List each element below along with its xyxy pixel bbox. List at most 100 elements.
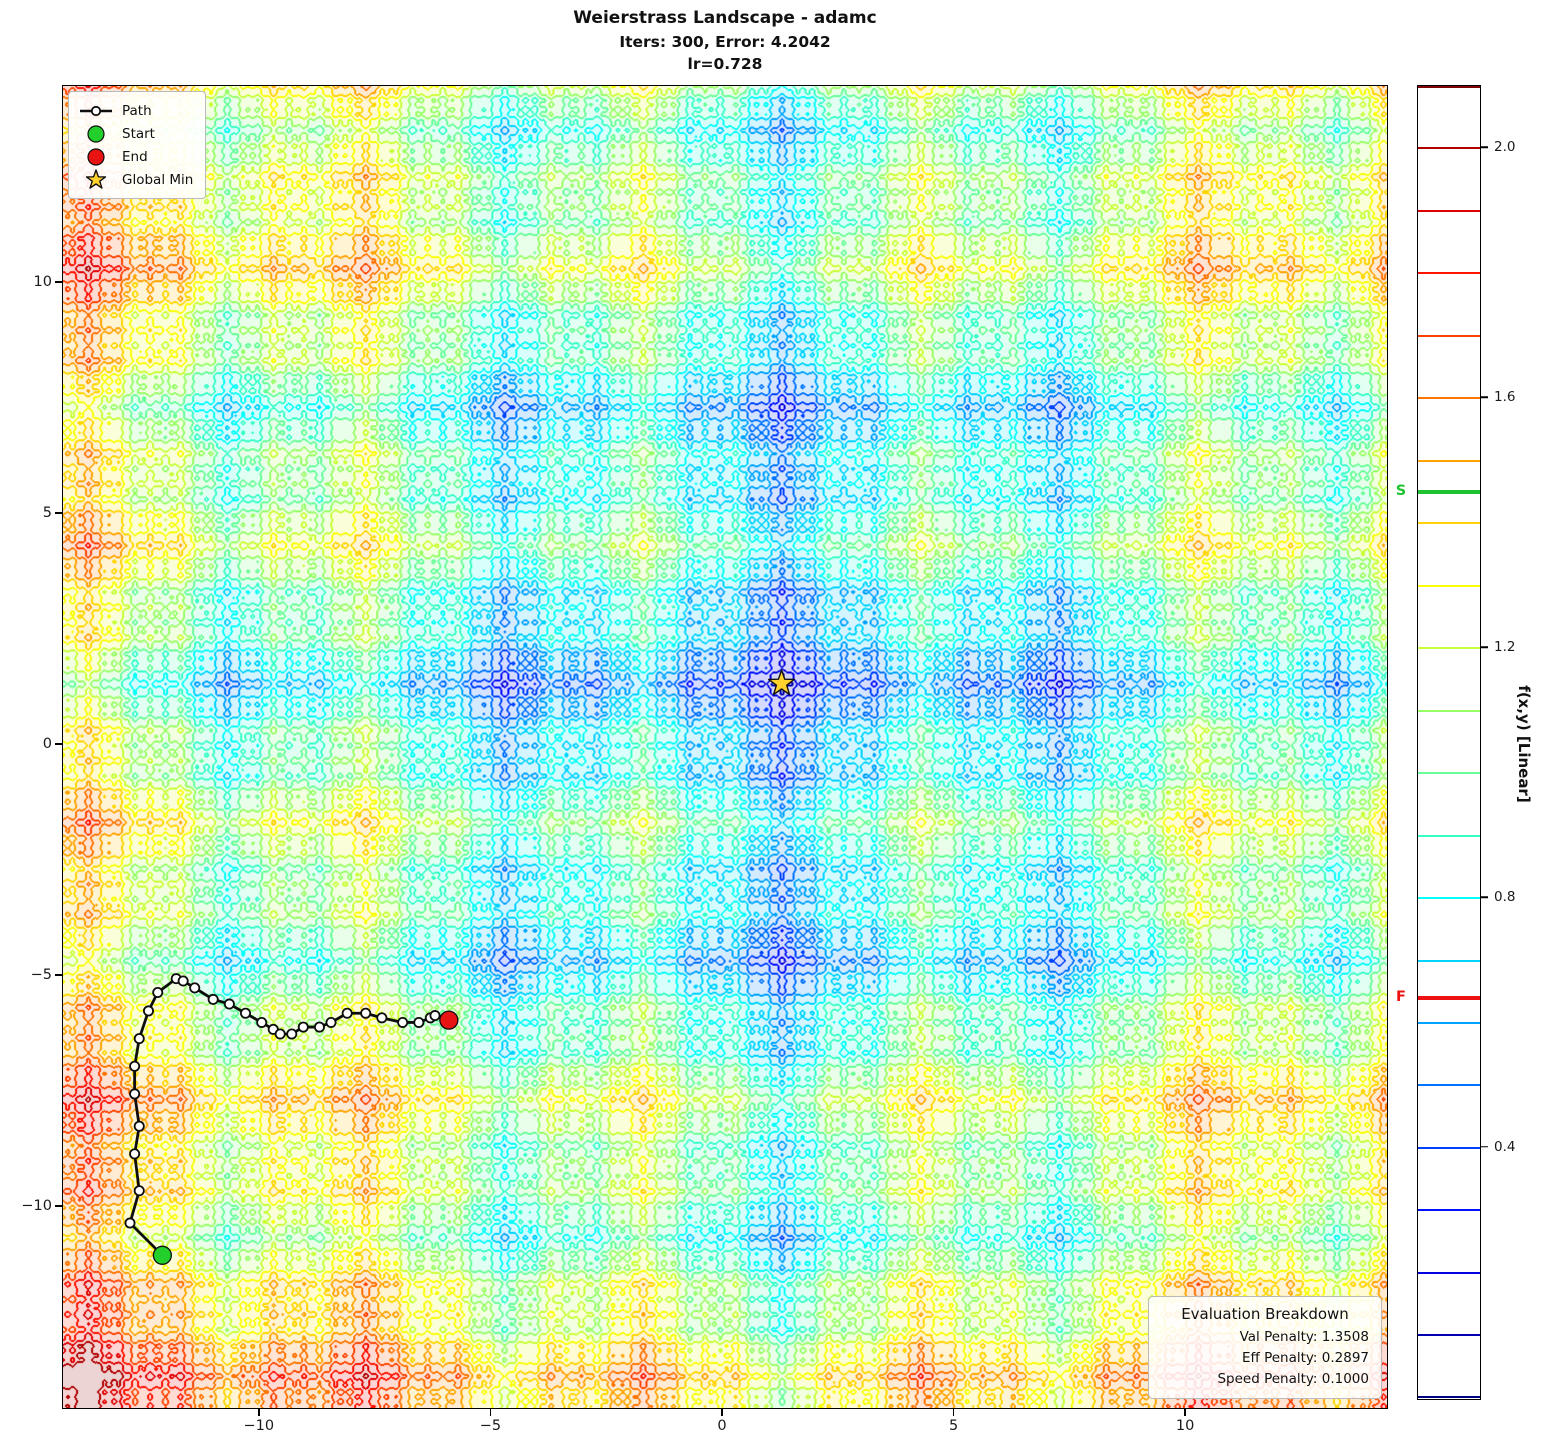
- colorbar-level-line: [1418, 147, 1480, 150]
- colorbar-S-marker-line: [1418, 490, 1480, 495]
- path-node-marker: [325, 1016, 337, 1028]
- path-node-marker: [189, 982, 201, 994]
- colorbar-level-line: [1418, 584, 1480, 587]
- y-axis-tick-label: 10: [33, 273, 52, 290]
- path-node-marker: [297, 1021, 309, 1033]
- evaluation-breakdown-title: Evaluation Breakdown: [1181, 1305, 1349, 1324]
- path-node-marker: [129, 1060, 141, 1072]
- path-node-marker: [133, 1120, 145, 1132]
- x-axis-tick-label: 5: [948, 1418, 959, 1434]
- x-axis-tick-label: 0: [717, 1418, 727, 1434]
- title-line-3: lr=0.728: [687, 55, 763, 74]
- contour-plot-area: Path Start End Global Min: [62, 85, 1388, 1409]
- legend-item-path: Path: [78, 99, 193, 122]
- colorbar-level-line: [1418, 834, 1480, 837]
- colorbar-level-line: [1418, 522, 1480, 525]
- colorbar-level-line: [1418, 772, 1480, 775]
- legend-label-path: Path: [122, 102, 152, 119]
- colorbar-tick: [1481, 146, 1488, 149]
- legend: Path Start End Global Min: [68, 91, 207, 199]
- colorbar-F-marker-line: [1418, 996, 1480, 1000]
- global-min-star-marker: [768, 669, 796, 696]
- contour-plot-canvas: [63, 86, 1387, 1408]
- colorbar-level-line: [1418, 86, 1480, 88]
- colorbar-level-line: [1418, 459, 1480, 462]
- path-node-marker: [129, 1088, 141, 1100]
- path-node-marker: [429, 1010, 441, 1022]
- colorbar-level-line: [1418, 1084, 1480, 1087]
- colorbar-level-line: [1418, 647, 1480, 650]
- colorbar-tick: [1481, 1146, 1488, 1148]
- colorbar-tick-label: 0.4: [1494, 1138, 1516, 1155]
- colorbar-level-line: [1418, 272, 1480, 275]
- path-node-marker: [124, 1217, 136, 1229]
- x-axis-tick: [952, 1409, 955, 1416]
- path-node-marker: [133, 1185, 145, 1197]
- colorbar-level-line: [1418, 334, 1480, 337]
- colorbar-tick-label: 1.6: [1494, 389, 1516, 406]
- start-marker: [152, 1245, 173, 1265]
- path-node-marker: [223, 998, 235, 1010]
- y-axis-tick: [55, 512, 62, 514]
- colorbar-tick-label: 0.8: [1494, 889, 1516, 906]
- colorbar-level-line: [1418, 1022, 1480, 1024]
- colorbar-axis-label: f(x,y) [Linear]: [1515, 685, 1533, 803]
- path-node-marker: [341, 1007, 353, 1019]
- path-node-marker: [274, 1028, 286, 1040]
- path-node-marker: [133, 1033, 145, 1045]
- path-node-marker: [142, 1005, 154, 1017]
- path-node-marker: [413, 1016, 425, 1028]
- colorbar-tick: [1481, 646, 1488, 648]
- path-node-marker: [397, 1016, 409, 1028]
- path-node-marker: [240, 1007, 252, 1019]
- path-node-marker: [256, 1016, 268, 1028]
- x-axis-tick: [258, 1409, 260, 1416]
- x-axis-tick-label: −5: [479, 1418, 502, 1434]
- speed-penalty-line: Speed Penalty: 0.1000: [1217, 1371, 1369, 1388]
- y-axis-tick: [55, 974, 62, 976]
- y-axis-tick: [55, 281, 62, 283]
- colorbar-level-line: [1418, 397, 1480, 400]
- colorbar-level-line: [1418, 1334, 1480, 1337]
- y-axis-tick: [55, 1205, 62, 1207]
- colorbar-tick-label: 1.2: [1494, 639, 1516, 656]
- title-line-1: Weierstrass Landscape - adamc: [573, 8, 877, 28]
- y-axis-tick: [55, 743, 62, 745]
- path-node-marker: [129, 1148, 141, 1160]
- colorbar-level-line: [1418, 1271, 1480, 1274]
- figure-title: Weierstrass Landscape - adamc Iters: 300…: [62, 6, 1388, 76]
- y-axis-tick-label: −5: [30, 967, 52, 984]
- x-axis-tick: [721, 1409, 723, 1416]
- path-node-marker: [313, 1021, 325, 1033]
- path-node-marker: [286, 1028, 298, 1040]
- eff-penalty-line: Eff Penalty: 0.2897: [1241, 1350, 1369, 1367]
- colorbar-level-line: [1418, 209, 1480, 212]
- x-axis-tick-label: 10: [1175, 1418, 1195, 1434]
- y-axis-tick-label: 5: [42, 504, 52, 521]
- evaluation-breakdown-box: Evaluation Breakdown Val Penalty: 1.3508…: [1148, 1296, 1382, 1399]
- legend-item-global-min: Global Min: [78, 168, 193, 191]
- colorbar-level-line: [1418, 709, 1480, 712]
- legend-item-end: End: [78, 145, 193, 168]
- colorbar: [1417, 85, 1481, 1400]
- colorbar-level-line: [1418, 1146, 1480, 1149]
- x-axis-tick-label: −10: [243, 1418, 275, 1434]
- colorbar-S-marker-label: S: [1395, 483, 1407, 500]
- path-node-marker: [152, 986, 164, 998]
- y-axis-tick-label: 0: [42, 735, 52, 752]
- path-node-marker: [177, 975, 189, 987]
- path-line-icon: [78, 104, 114, 118]
- colorbar-tick: [1481, 896, 1488, 898]
- colorbar-level-line: [1418, 1395, 1480, 1398]
- colorbar-F-marker-label: F: [1396, 989, 1406, 1005]
- path-node-marker: [360, 1007, 372, 1019]
- y-axis-tick-label: −10: [21, 1198, 52, 1215]
- legend-label-end: End: [122, 148, 148, 165]
- optimization-path-overlay: [124, 669, 796, 1265]
- legend-item-start: Start: [78, 122, 193, 145]
- val-penalty-line: Val Penalty: 1.3508: [1239, 1329, 1369, 1346]
- colorbar-tick: [1481, 396, 1488, 399]
- path-node-marker: [376, 1012, 388, 1024]
- colorbar-tick-label: 2.0: [1494, 139, 1516, 156]
